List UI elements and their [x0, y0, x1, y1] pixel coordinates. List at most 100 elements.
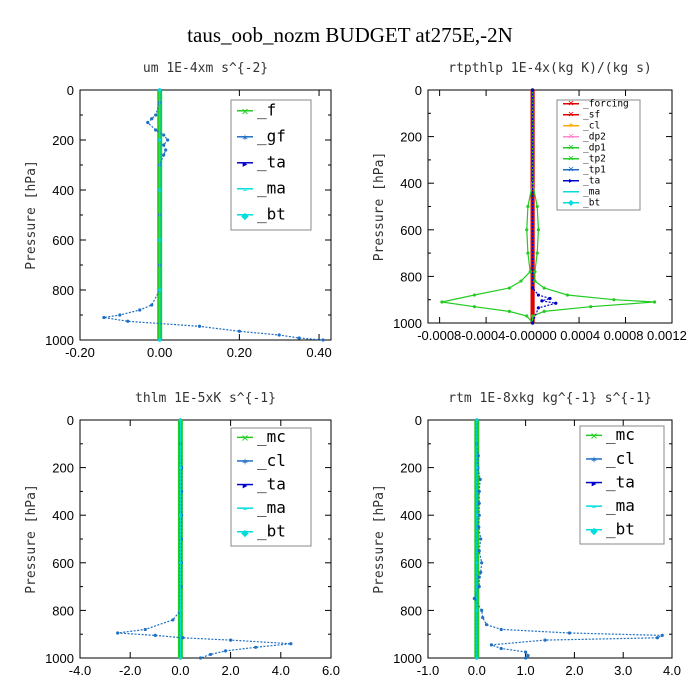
- series-point-bt: [475, 656, 479, 660]
- series-point-gf: [150, 117, 154, 121]
- series-point-bt: [178, 608, 182, 613]
- series-point-cl: [479, 537, 483, 541]
- series-point-ta: [548, 296, 552, 301]
- legend-entry: _tp2: [583, 154, 606, 165]
- legend-entry: _forcing: [583, 99, 629, 110]
- legend-marker: ▸: [569, 176, 573, 185]
- x-tick-label: 0.00: [147, 345, 172, 360]
- series-point-cl: [477, 525, 481, 529]
- series-point-ta: [554, 301, 558, 305]
- series-point-cl: [477, 575, 481, 579]
- series-point-cl: [229, 638, 233, 642]
- series-point-gf: [197, 324, 202, 328]
- x-tick-label: 4.0: [663, 663, 681, 678]
- series-point-cl: [481, 615, 485, 620]
- legend-box: [230, 427, 312, 547]
- series-point-ta: [536, 306, 540, 310]
- series-point-bt: [158, 88, 162, 92]
- y-tick-label: 600: [52, 233, 74, 248]
- y-tick-label: 600: [400, 223, 422, 238]
- y-axis-label: Pressure [hPa]: [372, 152, 387, 262]
- series-point-bt: [178, 561, 182, 565]
- legend-entry: _sf: [583, 110, 600, 121]
- legend-marker: ✕: [568, 99, 575, 108]
- series-point-bt: [158, 188, 162, 192]
- legend-marker: ◆: [241, 211, 249, 222]
- legend-entry: _ta: [606, 472, 635, 491]
- series-point-tp2: [507, 286, 511, 290]
- legend-entry: _dp1: [583, 143, 606, 154]
- legend-entry: _dp2: [583, 132, 606, 143]
- series-point-cl: [116, 631, 120, 635]
- legend-entry: _bt: [257, 522, 286, 541]
- series-point-bt: [158, 238, 162, 242]
- legend-entry: _mc: [257, 427, 286, 446]
- x-tick-label: 6.0: [322, 663, 340, 678]
- y-tick-label: 800: [400, 603, 422, 618]
- y-tick-label: 600: [400, 556, 422, 571]
- y-tick-label: 0: [67, 83, 74, 98]
- y-tick-label: 0: [67, 413, 74, 428]
- legend-marker: ✶: [568, 121, 575, 130]
- legend-entry: _f: [257, 101, 276, 120]
- legend-entry: _bt: [257, 205, 286, 224]
- y-tick-label: 200: [52, 461, 74, 476]
- y-tick-label: 400: [52, 183, 74, 198]
- panel-title: rtpthlp 1E-4x(kg K)/(kg s): [448, 61, 652, 76]
- legend-marker: ◆: [568, 198, 575, 207]
- series-point-cl: [524, 650, 528, 654]
- series-point-bt: [475, 513, 479, 517]
- legend-marker: ✕: [241, 107, 249, 118]
- series-point-gf: [126, 319, 130, 323]
- series-point-cl: [526, 654, 530, 658]
- legend-entry: _ta: [257, 474, 286, 493]
- series-point-cl: [143, 627, 147, 632]
- panel-title: thlm 1E-5xK s^{-1}: [135, 391, 276, 406]
- x-tick-label: 0.40: [306, 345, 331, 360]
- y-tick-label: 600: [52, 556, 74, 571]
- series-point-bt: [475, 418, 479, 422]
- series-point-ta: [530, 321, 535, 325]
- series-point-cl: [171, 618, 175, 622]
- series-point-cl: [478, 477, 482, 482]
- figure-title: taus_oob_nozm BUDGET at275E,-2N: [187, 23, 513, 47]
- legend-box: [230, 99, 312, 231]
- series-point-gf: [154, 128, 158, 132]
- legend-entry: _ma: [583, 187, 600, 198]
- legend-entry: _bt: [606, 520, 635, 539]
- series-point-cl: [484, 623, 489, 627]
- panel-title: um 1E-4xm s^{-2}: [143, 61, 268, 76]
- legend-marker: ✕: [568, 132, 575, 141]
- series-point-dp1: [535, 204, 539, 209]
- series-point-gf: [162, 153, 166, 157]
- series-point-cl: [524, 656, 528, 660]
- series-point-cl: [477, 501, 481, 505]
- series-point-gf: [166, 138, 170, 142]
- series-point-ta: [530, 286, 535, 290]
- series-point-gf: [162, 143, 166, 147]
- x-tick-label: -2.0: [119, 663, 141, 678]
- legend-marker: ✕: [568, 143, 575, 152]
- legend-marker: –: [243, 185, 248, 196]
- series-point-cl: [198, 656, 203, 660]
- x-tick-label: 0.0: [468, 663, 486, 678]
- x-tick-label: -4.0: [69, 663, 91, 678]
- series-point-dp1: [542, 286, 546, 290]
- series-point-cl: [289, 642, 293, 646]
- legend-entry: _ma: [257, 498, 286, 517]
- panel-bottom-left: thlm 1E-5xK s^{-1} Pressure [hPa] 0 200 400 6…: [24, 391, 340, 678]
- legend-marker: –: [592, 502, 597, 513]
- series-point-ta: [530, 88, 535, 92]
- x-tick-label: 0.0: [171, 663, 189, 678]
- legend-marker: ◆: [241, 528, 249, 539]
- series-point-ta: [536, 293, 540, 297]
- y-tick-label: 1000: [393, 651, 422, 666]
- y-tick-label: 200: [52, 133, 74, 148]
- panel-top-left: um 1E-4xm s^{-2} Pressure [hPa] 0 200 400 600…: [24, 61, 332, 360]
- x-tick-label: 2.0: [565, 663, 583, 678]
- legend-marker: ✶: [241, 457, 249, 468]
- legend-entry: _ma: [606, 496, 635, 515]
- x-tick-label: 2.0: [222, 663, 240, 678]
- series-point-cl: [489, 643, 494, 647]
- series-point-tp2: [440, 300, 444, 304]
